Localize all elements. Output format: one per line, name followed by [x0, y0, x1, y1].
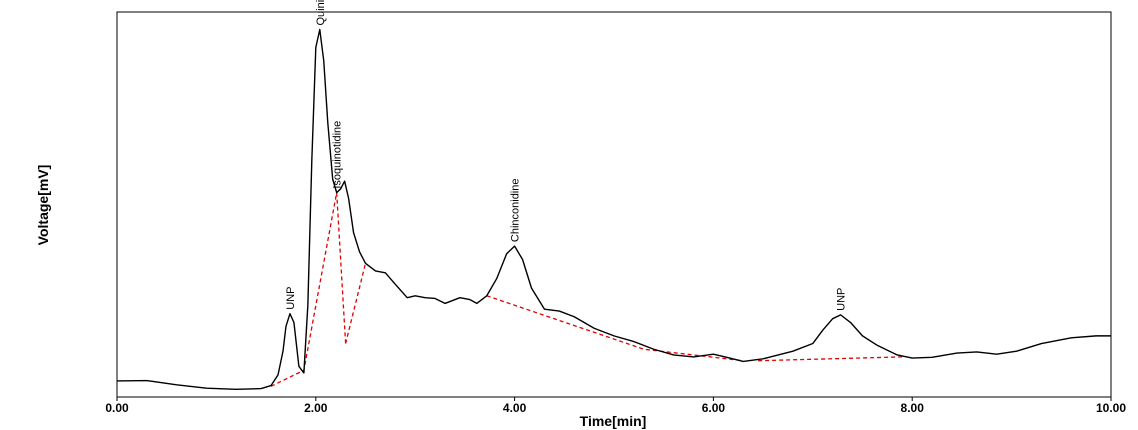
baseline-segment	[336, 192, 347, 344]
trace-layer	[116, 28, 1111, 391]
x-axis: 0.00 2.00 4.00 6.00 8.00 10.00	[105, 397, 1126, 415]
peak-label: Isoquinotidine	[332, 121, 344, 189]
peak-label: Chinconidine	[510, 179, 522, 243]
series-line	[116, 28, 1111, 391]
peak-label: UNP	[285, 286, 297, 309]
x-tick-label: 8.00	[901, 401, 925, 415]
peak-labels: UNP Quinine Isoquinotidine Chinconidine UNP	[285, 0, 848, 311]
plot-frame	[116, 11, 1112, 398]
x-tick-label: 0.00	[105, 401, 129, 415]
x-tick-label: 2.00	[304, 401, 328, 415]
baseline-segment	[486, 295, 744, 362]
baseline-layer	[270, 192, 903, 387]
baseline-segment	[344, 263, 367, 344]
x-tick-label: 6.00	[702, 401, 726, 415]
x-tick-label: 4.00	[503, 401, 527, 415]
x-tick-label: 10.00	[1096, 401, 1126, 415]
baseline-segment	[758, 356, 903, 362]
peak-label: UNP	[836, 288, 848, 311]
x-axis-title: Time[min]	[580, 413, 647, 429]
y-axis-title: Voltage[mV]	[35, 165, 51, 246]
baseline-segment	[270, 192, 338, 387]
peak-label: Quinine	[315, 0, 327, 26]
